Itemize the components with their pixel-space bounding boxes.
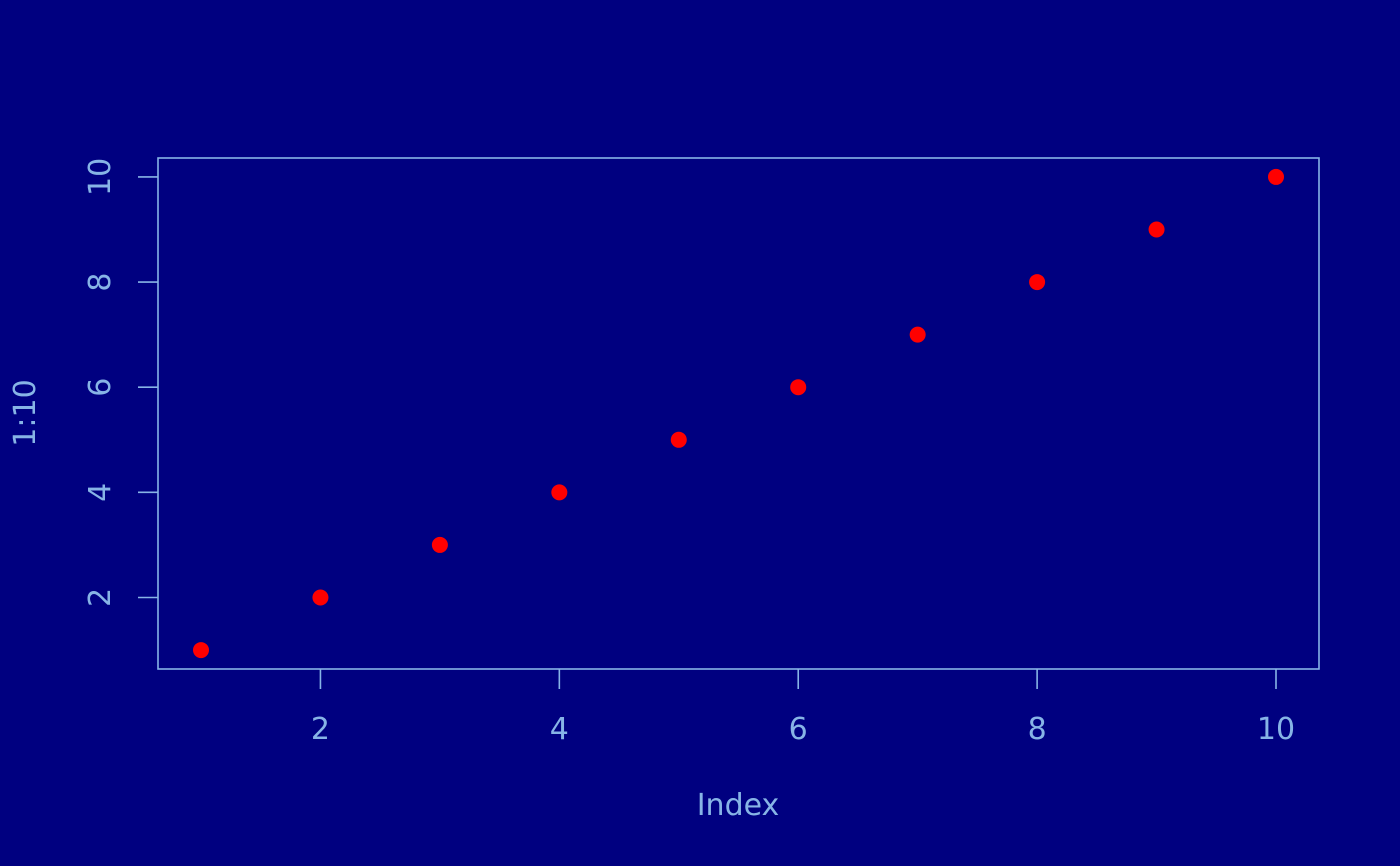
plot-box [157,157,1320,670]
x-tick-label: 6 [789,712,808,747]
y-tick-label: 10 [83,158,118,196]
x-axis-title: Index [697,788,780,823]
y-tick-label: 4 [83,483,118,502]
x-tick-label: 10 [1257,712,1295,747]
data-point [1268,168,1284,185]
data-points [193,168,1284,659]
y-tick-label: 2 [83,588,118,607]
data-point [193,642,209,659]
x-tick-label: 2 [311,712,330,747]
x-axis: 2 4 6 8 10 [311,669,1295,747]
y-axis-title: 1:10 [8,379,43,446]
y-tick-label: 8 [83,273,118,292]
x-tick-label: 4 [550,712,569,747]
data-point [670,431,687,448]
data-point [431,536,448,553]
data-point [909,326,926,343]
x-tick-label: 8 [1028,712,1047,747]
data-point [790,379,807,396]
y-tick-label: 6 [83,378,118,397]
data-point [1029,274,1046,291]
y-axis: 2 4 6 8 10 [83,158,158,607]
data-point [551,484,568,501]
data-point [312,589,329,606]
data-point [1148,221,1165,238]
